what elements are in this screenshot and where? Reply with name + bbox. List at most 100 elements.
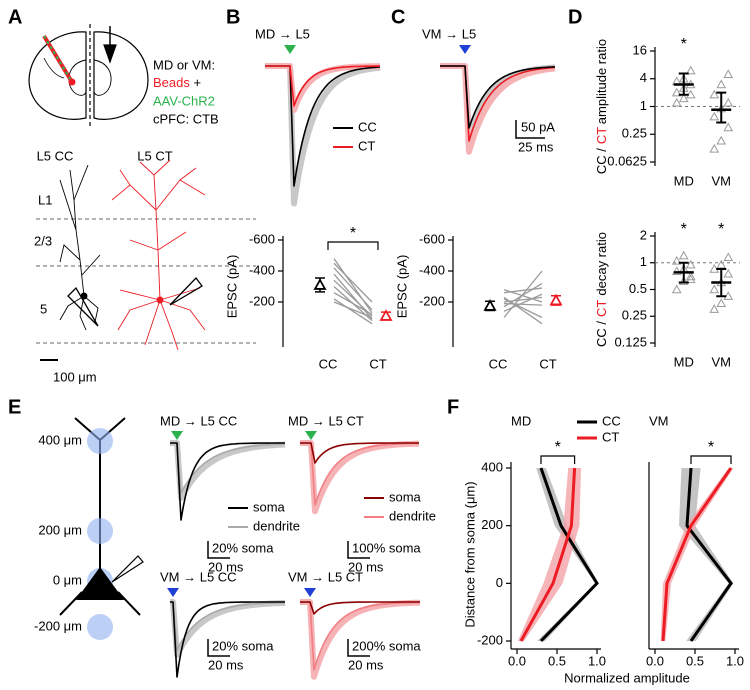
y-tick-label: -200 xyxy=(249,293,275,308)
legend-label: soma xyxy=(253,499,286,514)
stim-marker xyxy=(167,588,179,597)
paired-line xyxy=(333,258,373,314)
error-band xyxy=(660,468,734,641)
y-tick-label: -400 xyxy=(419,262,445,277)
point xyxy=(716,259,727,269)
point xyxy=(709,111,720,121)
significance-bracket xyxy=(327,241,379,250)
distance-label: 200 μm xyxy=(38,522,82,537)
y-tick-label: 400 xyxy=(481,459,503,474)
trace xyxy=(300,442,419,464)
point xyxy=(685,271,696,281)
trace xyxy=(265,65,381,187)
point xyxy=(671,97,682,107)
distance-label: 400 μm xyxy=(38,432,82,447)
scale-label: 20 ms xyxy=(348,559,384,574)
y-tick-label: 2 xyxy=(640,227,647,242)
label: MD or VM: xyxy=(153,57,215,72)
point xyxy=(709,304,720,313)
y-tick-label: -200 xyxy=(419,293,445,308)
trace xyxy=(440,63,556,155)
y-tick-label: 16 xyxy=(633,42,647,57)
y-tick-label: -600 xyxy=(249,231,275,246)
point xyxy=(678,250,689,260)
trace-title: VM → L5 xyxy=(422,26,476,41)
x-tick-label: 0.0 xyxy=(646,653,664,668)
paired-line xyxy=(333,273,373,320)
label: L5 CT xyxy=(137,148,172,163)
scale-label: 200% soma xyxy=(352,638,421,653)
y-axis-label: Distance from soma (μm) xyxy=(462,481,477,627)
paired-line xyxy=(333,292,373,315)
series-line xyxy=(661,467,733,642)
point xyxy=(709,143,720,153)
point xyxy=(678,276,689,285)
scale-bar xyxy=(207,541,230,559)
point xyxy=(685,65,696,75)
x-axis-label: Normalized amplitude xyxy=(564,670,690,685)
chart-title: VM xyxy=(649,413,669,428)
trace-title: VM → L5 CT xyxy=(288,569,363,584)
paired-line xyxy=(333,262,373,303)
y-tick-label: 0.0625 xyxy=(607,153,647,168)
x-tick-label: 0.5 xyxy=(686,653,704,668)
trace-title: MD → L5 CC xyxy=(160,413,237,428)
trace xyxy=(265,63,381,207)
scale-bar xyxy=(347,639,370,657)
mean-marker xyxy=(313,278,327,290)
legend-label: soma xyxy=(389,489,422,504)
y-tick-label: 0.25 xyxy=(622,308,647,323)
trace-title: VM → L5 CC xyxy=(160,569,237,584)
paired-line xyxy=(503,296,543,325)
scale-label: 20 ms xyxy=(348,657,384,672)
trace-title: MD → L5 xyxy=(255,26,310,41)
scale-bar xyxy=(347,541,370,559)
y-tick-label: -200 xyxy=(477,632,503,647)
scale-label: 100% soma xyxy=(352,540,421,555)
trace xyxy=(300,601,420,615)
y-tick-label: 4 xyxy=(640,70,647,85)
legend-label: CC xyxy=(602,413,621,428)
ci-bar xyxy=(716,91,727,124)
point xyxy=(671,266,682,276)
y-axis-label: EPSC (pA) xyxy=(224,255,239,319)
y-axis-label: CC / CT decay ratio xyxy=(594,232,609,347)
legend-label: CT xyxy=(602,429,619,444)
panel-letter: A xyxy=(8,6,22,28)
point xyxy=(723,268,734,278)
y-axis-label-part: CT xyxy=(594,300,609,317)
ct-neuron xyxy=(111,159,206,351)
point xyxy=(709,284,720,294)
trace xyxy=(440,65,556,142)
trace xyxy=(440,65,556,129)
error-band xyxy=(679,468,734,641)
trace xyxy=(170,440,286,501)
trace xyxy=(170,442,286,494)
paired-line xyxy=(333,267,373,311)
layer-borders xyxy=(36,218,256,344)
paired-line xyxy=(333,279,373,317)
y-tick-label: 1 xyxy=(640,254,647,269)
trace xyxy=(300,442,420,506)
significance: * xyxy=(350,225,356,242)
x-tick-label: 0.0 xyxy=(508,653,526,668)
y-tick-label: 0.5 xyxy=(629,281,647,296)
panel-letter: F xyxy=(447,396,459,418)
y-tick-label: 0 xyxy=(496,575,503,590)
series-line xyxy=(685,467,733,642)
point xyxy=(723,69,734,78)
trace xyxy=(300,601,421,671)
pipette xyxy=(169,276,203,306)
scale-label: 25 ms xyxy=(518,139,554,154)
trace xyxy=(170,601,285,678)
label: AAV-ChR2 xyxy=(153,93,215,108)
layer-label: 2/3 xyxy=(34,233,52,248)
scale-label: 20% soma xyxy=(212,638,274,653)
point xyxy=(723,252,734,262)
chart-title: MD xyxy=(511,413,531,428)
significance: * xyxy=(681,221,687,238)
label: + xyxy=(194,75,202,90)
stim-marker xyxy=(171,431,183,440)
stim-marker xyxy=(284,45,296,54)
